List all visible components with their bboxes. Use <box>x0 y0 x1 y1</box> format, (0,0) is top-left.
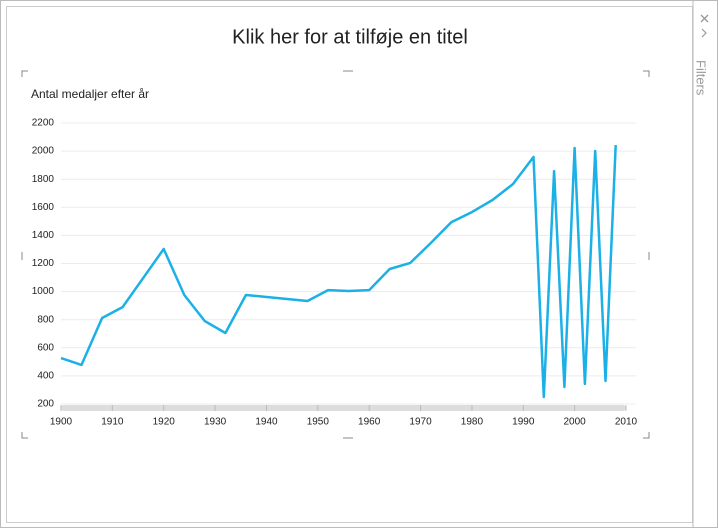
expand-icon[interactable] <box>701 28 707 38</box>
y-tick-label: 1600 <box>32 202 55 213</box>
close-icon[interactable] <box>700 14 709 23</box>
y-tick-label: 1200 <box>32 258 55 269</box>
y-tick-label: 200 <box>37 399 54 410</box>
x-tick-label: 1990 <box>512 417 535 428</box>
y-tick-label: 2000 <box>32 146 55 157</box>
x-tick-label: 1980 <box>461 417 484 428</box>
x-tick-label: 1920 <box>153 417 176 428</box>
x-tick-label: 2000 <box>564 417 587 428</box>
x-tick-label: 1940 <box>255 417 278 428</box>
canvas <box>6 6 693 523</box>
y-tick-label: 2200 <box>32 118 55 129</box>
chart-title[interactable]: Klik her for at tilføje en titel <box>232 26 468 48</box>
data-line <box>60 145 617 399</box>
y-tick-label: 400 <box>37 371 54 382</box>
x-tick-label: 1960 <box>358 417 381 428</box>
x-tick-label: 2010 <box>615 417 638 428</box>
x-tick-label: 1950 <box>307 417 330 428</box>
x-tick-label: 1970 <box>409 417 432 428</box>
x-tick-label: 1900 <box>50 417 73 428</box>
scrollbar[interactable] <box>61 405 626 411</box>
y-tick-label: 1000 <box>32 286 55 297</box>
y-tick-label: 600 <box>37 342 54 353</box>
filters-label[interactable]: Filters <box>694 60 709 96</box>
x-tick-label: 1910 <box>101 417 124 428</box>
y-tick-label: 1800 <box>32 174 55 185</box>
selection-handles <box>21 70 650 439</box>
y-tick-label: 800 <box>37 314 54 325</box>
y-tick-label: 1400 <box>32 230 55 241</box>
y-axis-title: Antal medaljer efter år <box>31 87 149 101</box>
x-tick-label: 1930 <box>204 417 227 428</box>
